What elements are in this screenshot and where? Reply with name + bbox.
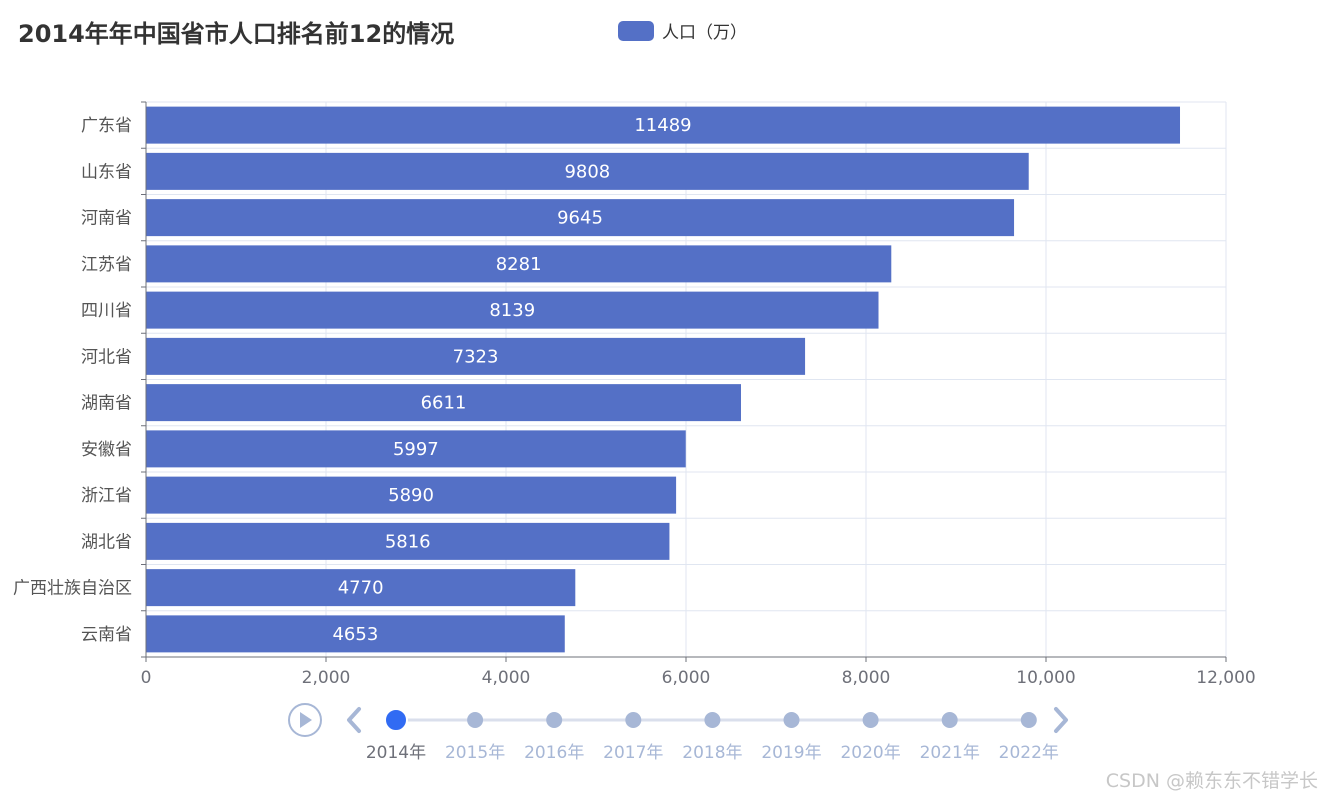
timeline-year-label[interactable]: 2022年 (999, 743, 1059, 763)
timeline-point[interactable] (467, 712, 484, 728)
bar[interactable] (146, 245, 892, 283)
watermark: CSDN @赖东东不错学长 (1105, 770, 1318, 792)
timeline-point[interactable] (704, 712, 721, 728)
timeline-year-label[interactable]: 2019年 (761, 743, 821, 763)
axis-layer: 广东省山东省河南省江苏省四川省河北省湖南省安徽省浙江省湖北省广西壮族自治区云南省… (13, 101, 1256, 688)
timeline-year-label[interactable]: 2020年 (840, 743, 900, 763)
bar[interactable] (146, 430, 686, 468)
timeline-point[interactable] (783, 712, 800, 728)
bar-data-label: 8281 (496, 254, 542, 275)
x-tick-label: 0 (141, 668, 152, 688)
y-tick-label: 云南省 (81, 625, 132, 645)
timeline-point[interactable] (1020, 712, 1037, 728)
bar[interactable] (146, 476, 677, 514)
x-tick-label: 4,000 (482, 668, 531, 688)
y-tick-label: 河北省 (81, 347, 132, 367)
y-tick-label: 河南省 (81, 209, 132, 229)
y-tick-label: 广东省 (81, 116, 132, 136)
bar-data-label: 4653 (332, 624, 378, 645)
bar-data-label: 5997 (393, 439, 439, 460)
legend-item[interactable]: 人口（万） (618, 18, 747, 43)
bar[interactable] (146, 152, 1029, 190)
timeline-year-label[interactable]: 2017年 (603, 743, 663, 763)
x-tick-label: 10,000 (1016, 668, 1075, 688)
timeline-year-label[interactable]: 2014年 (366, 743, 426, 763)
y-tick-label: 湖北省 (81, 532, 132, 552)
chevron-left-icon[interactable] (347, 707, 361, 733)
timeline-point[interactable] (546, 712, 563, 728)
timeline[interactable]: 2014年 2015年 2016年 2017年 2018年 2019年 2020年 2021年… (288, 703, 1068, 763)
y-tick-label: 浙江省 (81, 486, 132, 506)
x-tick-label: 8,000 (842, 668, 891, 688)
bar-data-label: 11489 (634, 115, 691, 136)
timeline-year-label[interactable]: 2018年 (682, 743, 742, 763)
x-tick-label: 12,000 (1196, 668, 1255, 688)
timeline-point[interactable] (941, 712, 958, 728)
timeline-point-active[interactable] (384, 708, 408, 732)
bar[interactable] (146, 569, 576, 607)
legend-swatch (618, 20, 654, 41)
legend-label: 人口（万） (662, 23, 747, 43)
y-tick-label: 江苏省 (81, 255, 132, 275)
bar[interactable] (146, 106, 1181, 144)
bar-data-label: 5890 (388, 485, 434, 506)
x-tick-label: 2,000 (302, 668, 351, 688)
y-tick-label: 山东省 (81, 162, 132, 182)
timeline-year-label[interactable]: 2021年 (920, 743, 980, 763)
timeline-point[interactable] (625, 712, 642, 728)
x-tick-label: 6,000 (662, 668, 711, 688)
bar[interactable] (146, 522, 670, 560)
bar[interactable] (146, 291, 879, 329)
bar-data-label: 9808 (564, 161, 610, 182)
bar-data-label: 8139 (489, 300, 535, 321)
y-tick-label: 四川省 (81, 301, 132, 321)
bar-data-label: 9645 (557, 208, 603, 229)
bar-layer: 11489 9808 9645 8281 8139 7323 6611 5997 5890 581… (146, 106, 1181, 653)
y-tick-label: 广西壮族自治区 (13, 579, 132, 599)
bar[interactable] (146, 384, 741, 422)
timeline-year-label[interactable]: 2016年 (524, 743, 584, 763)
bar-data-label: 7323 (453, 346, 499, 367)
bar[interactable] (146, 615, 565, 653)
bar-data-label: 6611 (421, 393, 467, 414)
y-tick-label: 安徽省 (81, 440, 132, 460)
y-tick-label: 湖南省 (81, 394, 132, 414)
bar-data-label: 4770 (338, 578, 384, 599)
bar-data-label: 5816 (385, 531, 431, 552)
bar[interactable] (146, 199, 1015, 237)
chart-title: 2014年年中国省市人口排名前12的情况 (18, 20, 455, 48)
bar[interactable] (146, 337, 806, 375)
timeline-year-label[interactable]: 2015年 (445, 743, 505, 763)
timeline-point[interactable] (862, 712, 879, 728)
chevron-right-icon[interactable] (1054, 707, 1068, 733)
play-icon-triangle[interactable] (300, 712, 312, 728)
